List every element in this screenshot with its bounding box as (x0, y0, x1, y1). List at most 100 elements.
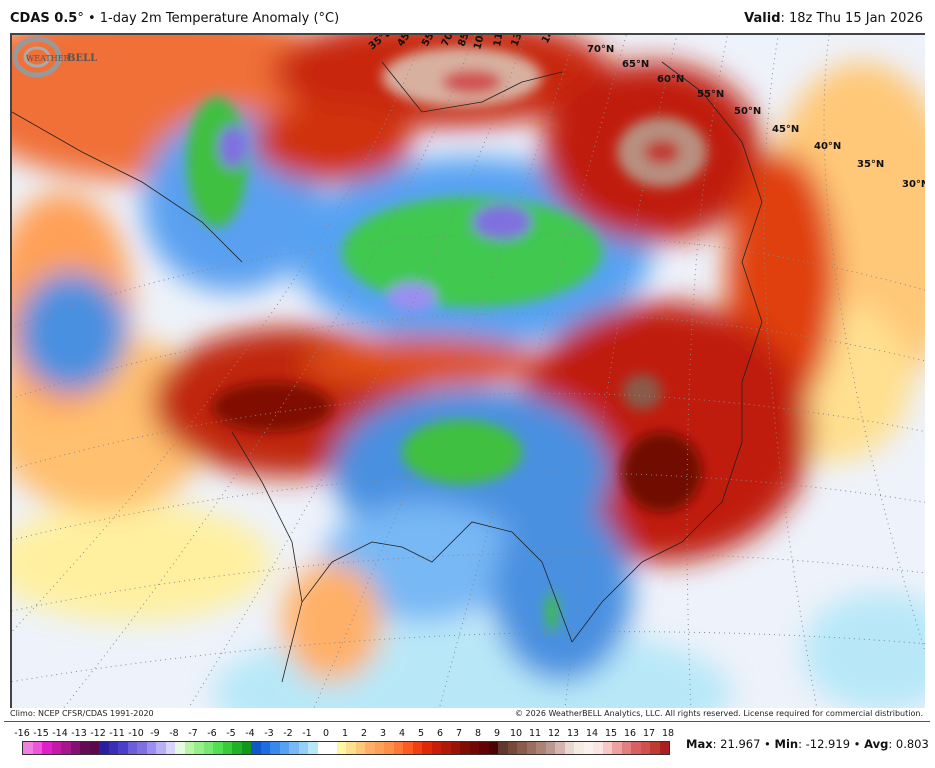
colorbar-tick-label: 6 (436, 728, 444, 739)
colorbar-swatch (441, 742, 451, 754)
colorbar-swatch (583, 742, 593, 754)
colorbar-swatch (251, 742, 261, 754)
colorbar-tick-label: -3 (264, 728, 274, 739)
latitude-label: 70°N (587, 44, 614, 55)
latitude-line (12, 552, 925, 612)
colorbar-swatch (137, 742, 147, 754)
colorbar-swatch (631, 742, 641, 754)
colorbar-tick-label: 15 (604, 728, 618, 739)
colorbar-tick-label: 7 (455, 728, 463, 739)
coastline (571, 261, 763, 643)
colorbar-swatch (346, 742, 356, 754)
colorbar-tick-label: -8 (169, 728, 179, 739)
colorbar-swatch (498, 742, 508, 754)
coastline (661, 61, 763, 263)
colorbar-swatch (194, 742, 204, 754)
colorbar-swatch (621, 742, 631, 754)
colorbar-labels: -16 -15 -14 -13 -12 -11 -10 -9 -8 -7 -6 -5 -4 -3 -2 -1 0… (14, 728, 674, 740)
colorbar-tick-label: 2 (360, 728, 368, 739)
colorbar-swatch (517, 742, 527, 754)
colorbar-swatch (336, 742, 346, 754)
colorbar-tick-label: -1 (302, 728, 312, 739)
colorbar-swatch (99, 742, 109, 754)
colorbar-swatch (298, 742, 308, 754)
colorbar-swatch (108, 742, 118, 754)
colorbar-swatch (317, 742, 327, 754)
colorbar-swatch (289, 742, 299, 754)
colorbar-tick-label: 0 (322, 728, 330, 739)
latitude-label: 50°N (734, 106, 761, 117)
divider (4, 721, 930, 722)
colorbar-swatch (165, 742, 175, 754)
colorbar-swatch (507, 742, 517, 754)
coastline (381, 61, 563, 113)
extreme-warm-region (622, 432, 702, 512)
warm-region (302, 337, 542, 387)
latitude-label: 65°N (622, 59, 649, 70)
latitude-line (12, 392, 925, 470)
colorbar-swatch (564, 742, 574, 754)
colorbar-swatch (555, 742, 565, 754)
colorbar-tick-label: 18 (661, 728, 675, 739)
latitude-label: 55°N (697, 89, 724, 100)
colorbar-swatch (488, 742, 498, 754)
avg-label: Avg (864, 737, 889, 751)
colorbar-swatch (545, 742, 555, 754)
colorbar-swatch (422, 742, 432, 754)
latitude-line (12, 472, 925, 541)
map-title: CDAS 0.5° • 1-day 2m Temperature Anomaly… (10, 11, 339, 26)
extreme-warm-region (622, 374, 662, 410)
colorbar-swatch (327, 742, 337, 754)
colorbar-swatch (89, 742, 99, 754)
colorbar-tick-label: 11 (528, 728, 542, 739)
valid-value: : 18z Thu 15 Jan 2026 (780, 11, 924, 26)
colorbar-swatch (412, 742, 422, 754)
colorbar-swatch (365, 742, 375, 754)
colorbar-swatch (450, 742, 460, 754)
colorbar-tick-label: -4 (245, 728, 255, 739)
colorbar-swatch (650, 742, 660, 754)
longitude-line (564, 35, 678, 708)
colorbar-tick-label: 3 (379, 728, 387, 739)
extreme-cold-region (472, 204, 532, 240)
colorbar-tick-label: 16 (623, 728, 637, 739)
colorbar-tick-label: -12 (90, 728, 106, 739)
colorbar-tick-label: -9 (150, 728, 160, 739)
colorbar-swatch (308, 742, 318, 754)
colorbar-swatch (175, 742, 185, 754)
colorbar-swatch (156, 742, 166, 754)
colorbar-tick-label: 4 (398, 728, 406, 739)
colorbar-tick-label: -10 (128, 728, 144, 739)
colorbar-swatch (355, 742, 365, 754)
cold-region (17, 272, 127, 392)
extreme-warm-region (212, 382, 332, 432)
model-degree: ° (77, 11, 84, 26)
colorbar-swatch (431, 742, 441, 754)
colorbar-tick-label: -6 (207, 728, 217, 739)
coastline (231, 431, 303, 603)
colorbar-swatch (526, 742, 536, 754)
colorbar-tick-label: 12 (547, 728, 561, 739)
colorbar-swatch (393, 742, 403, 754)
colorbar-swatch (146, 742, 156, 754)
colorbar-swatch (270, 742, 280, 754)
colorbar-swatch (213, 742, 223, 754)
latitude-label: 35°N (857, 159, 884, 170)
max-label: Max (686, 737, 713, 751)
latitude-label: 60°N (657, 74, 684, 85)
latitude-line (12, 233, 925, 329)
colorbar (22, 741, 670, 755)
colorbar-swatch (612, 742, 622, 754)
coastline (12, 111, 243, 263)
colorbar-swatch (659, 742, 669, 754)
colorbar-tick-label: 9 (493, 728, 501, 739)
colorbar-swatch (640, 742, 650, 754)
colorbar-tick-label: 8 (474, 728, 482, 739)
separator: • (850, 737, 865, 751)
colorbar-tick-label: -7 (188, 728, 198, 739)
colorbar-swatch (203, 742, 213, 754)
colorbar-swatch (536, 742, 546, 754)
very-warm-region (252, 102, 412, 182)
colorbar-tick-label: -15 (33, 728, 49, 739)
colorbar-swatch (469, 742, 479, 754)
